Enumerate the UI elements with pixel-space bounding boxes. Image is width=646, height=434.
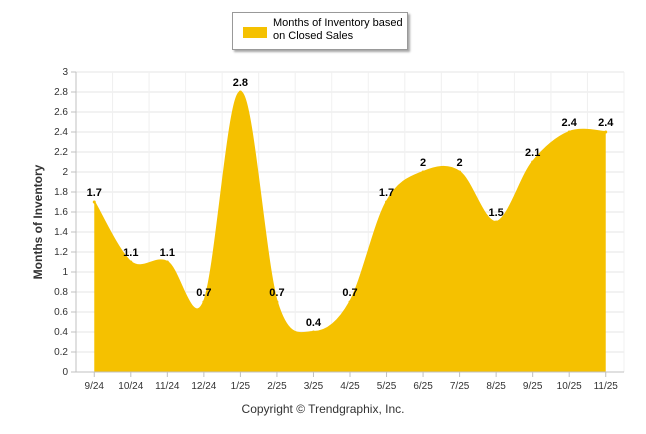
y-tick-label: 2.6 [54, 107, 68, 118]
data-label: 0.4 [306, 317, 322, 329]
x-tick-label: 11/24 [155, 381, 180, 392]
y-tick-label: 0 [62, 367, 68, 378]
y-tick-label: 1.2 [54, 247, 68, 258]
data-label: 0.7 [196, 287, 211, 299]
x-tick-label: 6/25 [413, 381, 433, 392]
data-point [311, 330, 315, 334]
data-point [202, 300, 206, 304]
data-label: 0.7 [342, 287, 357, 299]
y-tick-label: 2.2 [54, 147, 68, 158]
x-tick-label: 2/25 [267, 381, 287, 392]
x-tick-label: 1/25 [231, 381, 251, 392]
series-line [93, 90, 606, 335]
data-label: 1.7 [379, 187, 394, 199]
data-label: 1.5 [488, 207, 503, 219]
series-area [94, 92, 606, 372]
data-point [238, 90, 242, 94]
data-point [567, 130, 571, 134]
x-tick-label: 12/24 [191, 381, 216, 392]
data-labels: 1.7 1.1 1.1 0.7 2.8 0.7 0.4 0.7 1.7 2 2 1.5 2.1 2.4 2.… [87, 77, 615, 329]
y-tick-label: 1 [62, 267, 68, 278]
data-label: 2 [457, 157, 463, 169]
data-label: 2.4 [598, 117, 614, 129]
y-tick-label: 0.2 [54, 347, 68, 358]
data-label: 2 [420, 157, 426, 169]
x-tick-label: 9/25 [523, 381, 543, 392]
y-tick-label: 1.4 [54, 227, 68, 238]
y-tick-label: 0.8 [54, 287, 68, 298]
data-label: 1.1 [123, 247, 138, 259]
data-point [275, 300, 279, 304]
data-label: 2.8 [233, 77, 248, 89]
legend-label: Months of Inventory based on Closed Sale… [273, 17, 403, 42]
y-tick-label: 1.6 [54, 207, 68, 218]
data-label: 2.1 [525, 147, 540, 159]
x-tick-label: 9/24 [85, 381, 105, 392]
y-tick-label: 0.6 [54, 307, 68, 318]
area-layer [92, 90, 608, 372]
data-point [92, 200, 96, 204]
data-label: 1.7 [87, 187, 102, 199]
x-tick-label: 7/25 [450, 381, 470, 392]
legend[interactable]: Months of Inventory based on Closed Sale… [232, 12, 408, 50]
data-label: 2.4 [562, 117, 578, 129]
data-label: 1.1 [160, 247, 175, 259]
y-tick-label: 2.4 [54, 127, 68, 138]
axes: 0 0.2 0.4 0.6 0.8 1 1.2 1.4 1.6 1.8 2 2.2 2.4 2.6 2.8 3… [54, 67, 624, 392]
data-point [165, 260, 169, 264]
y-tick-label: 3 [62, 67, 68, 78]
y-axis-title: Months of Inventory [31, 164, 45, 280]
data-point [494, 220, 498, 224]
x-tick-label: 5/25 [377, 381, 397, 392]
y-tick-label: 0.4 [54, 327, 68, 338]
y-tick-label: 1.8 [54, 187, 68, 198]
data-point [604, 130, 608, 134]
data-point [458, 170, 462, 174]
data-point [421, 170, 425, 174]
data-label: 0.7 [269, 287, 284, 299]
data-point [348, 300, 352, 304]
y-tick-label: 2 [62, 167, 68, 178]
copyright-text: Copyright © Trendgraphix, Inc. [241, 402, 405, 416]
x-tick-label: 10/25 [557, 381, 582, 392]
data-point [129, 260, 133, 264]
data-point [385, 200, 389, 204]
x-tick-label: 3/25 [304, 381, 324, 392]
legend-swatch [243, 27, 267, 38]
x-tick-label: 11/25 [594, 381, 619, 392]
x-tick-label: 10/24 [118, 381, 143, 392]
x-tick-label: 8/25 [486, 381, 506, 392]
data-point [531, 160, 535, 164]
y-tick-label: 2.8 [54, 87, 68, 98]
x-tick-label: 4/25 [340, 381, 360, 392]
